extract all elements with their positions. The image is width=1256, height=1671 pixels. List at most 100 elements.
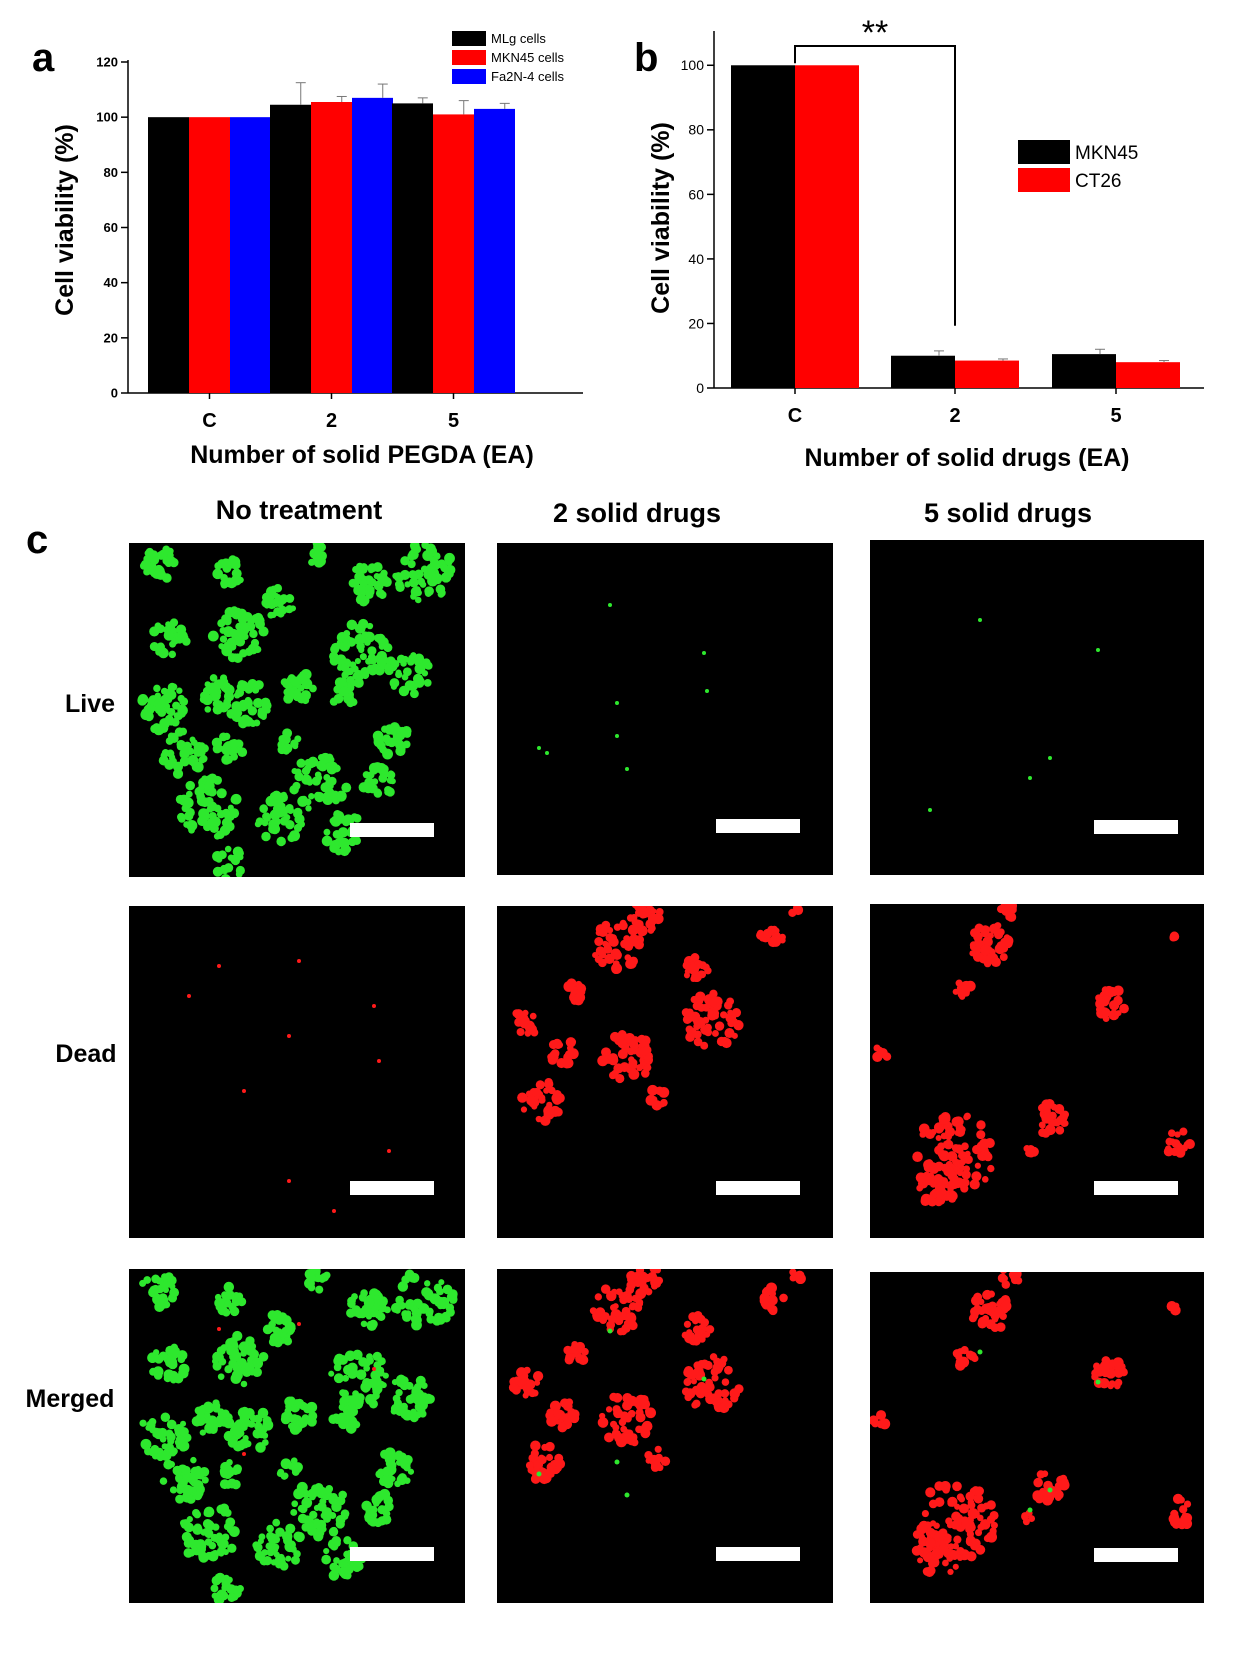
- cell-dot: [944, 1550, 952, 1558]
- cell-dot: [242, 1089, 246, 1093]
- cell-dot: [608, 1053, 619, 1063]
- cell-dot: [321, 1554, 332, 1565]
- x-axis-title: Number of solid drugs (EA): [805, 444, 1130, 472]
- cell-dot: [363, 1297, 375, 1309]
- cell-dot: [918, 1533, 926, 1541]
- cell-dot: [935, 1134, 942, 1142]
- cell-dot: [403, 1463, 411, 1472]
- cell-dot: [395, 671, 403, 679]
- cell-dot: [684, 1388, 694, 1398]
- bar: [311, 101, 352, 393]
- cell-dot: [546, 1415, 558, 1427]
- cell-dot: [1180, 1514, 1190, 1524]
- cell-dot: [1001, 1275, 1008, 1282]
- cell-dot: [197, 746, 205, 754]
- cell-dot: [235, 865, 245, 876]
- cell-dot: [220, 579, 228, 588]
- cell-dot: [369, 1379, 379, 1389]
- cell-dot: [306, 779, 314, 786]
- cell-dot: [540, 1469, 552, 1480]
- cell-dot: [720, 1355, 728, 1363]
- cell-dot: [953, 1535, 962, 1544]
- cell-dot: [693, 1037, 703, 1047]
- cell-dot: [223, 1417, 234, 1428]
- cell-dot: [219, 674, 228, 682]
- cell-dot: [540, 1115, 551, 1126]
- cell-dot: [193, 1479, 204, 1491]
- cell-dot: [283, 1337, 293, 1346]
- cell-dot: [288, 1414, 298, 1423]
- cell-dot: [448, 1289, 458, 1299]
- cell-dot: [207, 1415, 218, 1426]
- cell-dot: [307, 1416, 317, 1427]
- cell-dot: [250, 638, 260, 648]
- cell-dot: [317, 754, 325, 761]
- cell-dot: [731, 1018, 738, 1025]
- cell-dot: [390, 683, 398, 690]
- cell-dot: [301, 678, 313, 690]
- cell-dot: [996, 941, 1006, 951]
- cell-dot: [917, 1557, 924, 1564]
- cell-dot: [265, 1542, 273, 1550]
- cell-dot: [233, 1424, 242, 1433]
- scale-bar: [350, 823, 434, 837]
- cell-dot: [273, 584, 283, 593]
- cell-dot: [393, 572, 404, 582]
- cell-dot: [424, 661, 433, 670]
- cell-dot: [237, 854, 244, 861]
- cell-dot: [171, 1346, 180, 1356]
- cell-dot: [537, 746, 541, 750]
- cell-dot: [316, 760, 326, 771]
- cell-dot: [234, 1467, 242, 1475]
- cell-dot: [609, 1031, 621, 1042]
- cell-dot: [691, 1385, 702, 1395]
- cell-dot: [162, 1286, 170, 1294]
- cell-dot: [400, 660, 407, 667]
- cell-dot: [253, 1431, 261, 1438]
- cell-dot: [212, 744, 222, 754]
- cell-dot: [351, 1293, 358, 1300]
- cell-dot: [372, 1351, 382, 1361]
- cell-dot: [703, 1360, 713, 1371]
- cell-dot: [176, 687, 183, 694]
- cell-dot: [532, 1370, 544, 1382]
- cell-dot: [635, 1269, 645, 1275]
- cell-dot: [217, 964, 221, 968]
- cell-dot: [253, 1367, 261, 1374]
- cell-dot: [373, 580, 384, 591]
- cell-dot: [621, 1044, 630, 1053]
- cell-dot: [354, 633, 366, 645]
- cell-dot: [721, 1378, 730, 1386]
- cell-dot: [231, 1369, 243, 1381]
- cell-dot: [362, 771, 371, 779]
- cell-dot: [294, 813, 305, 825]
- cell-dot: [389, 778, 396, 785]
- cell-dot: [438, 1279, 445, 1286]
- cell-dot: [321, 1507, 332, 1518]
- cell-dot: [599, 927, 609, 936]
- cell-dot: [624, 1032, 635, 1044]
- cell-dot: [182, 1484, 194, 1496]
- cell-dot: [153, 1349, 160, 1356]
- cell-dot: [375, 1470, 384, 1479]
- cell-dot: [339, 640, 351, 652]
- cell-dot: [212, 568, 223, 580]
- cell-dot: [635, 1394, 647, 1406]
- cell-dot: [652, 1276, 662, 1286]
- cell-dot: [251, 1357, 263, 1369]
- cell-dot: [688, 1312, 698, 1322]
- cell-dot: [160, 1412, 171, 1422]
- cell-dot: [277, 1312, 288, 1322]
- cell-dot: [628, 1068, 640, 1080]
- cell-dot: [313, 1269, 321, 1272]
- cell-dot: [232, 1330, 243, 1342]
- cell-dot: [321, 835, 333, 847]
- cell-dot: [925, 1175, 935, 1186]
- cell-dot: [952, 988, 959, 995]
- cell-dot: [410, 593, 417, 600]
- cell-dot: [195, 1539, 206, 1550]
- cell-dot: [977, 1349, 983, 1355]
- cell-dot: [329, 1492, 338, 1501]
- cell-dot: [187, 754, 199, 766]
- micrograph-merged-2-solid-drugs: [497, 1269, 833, 1603]
